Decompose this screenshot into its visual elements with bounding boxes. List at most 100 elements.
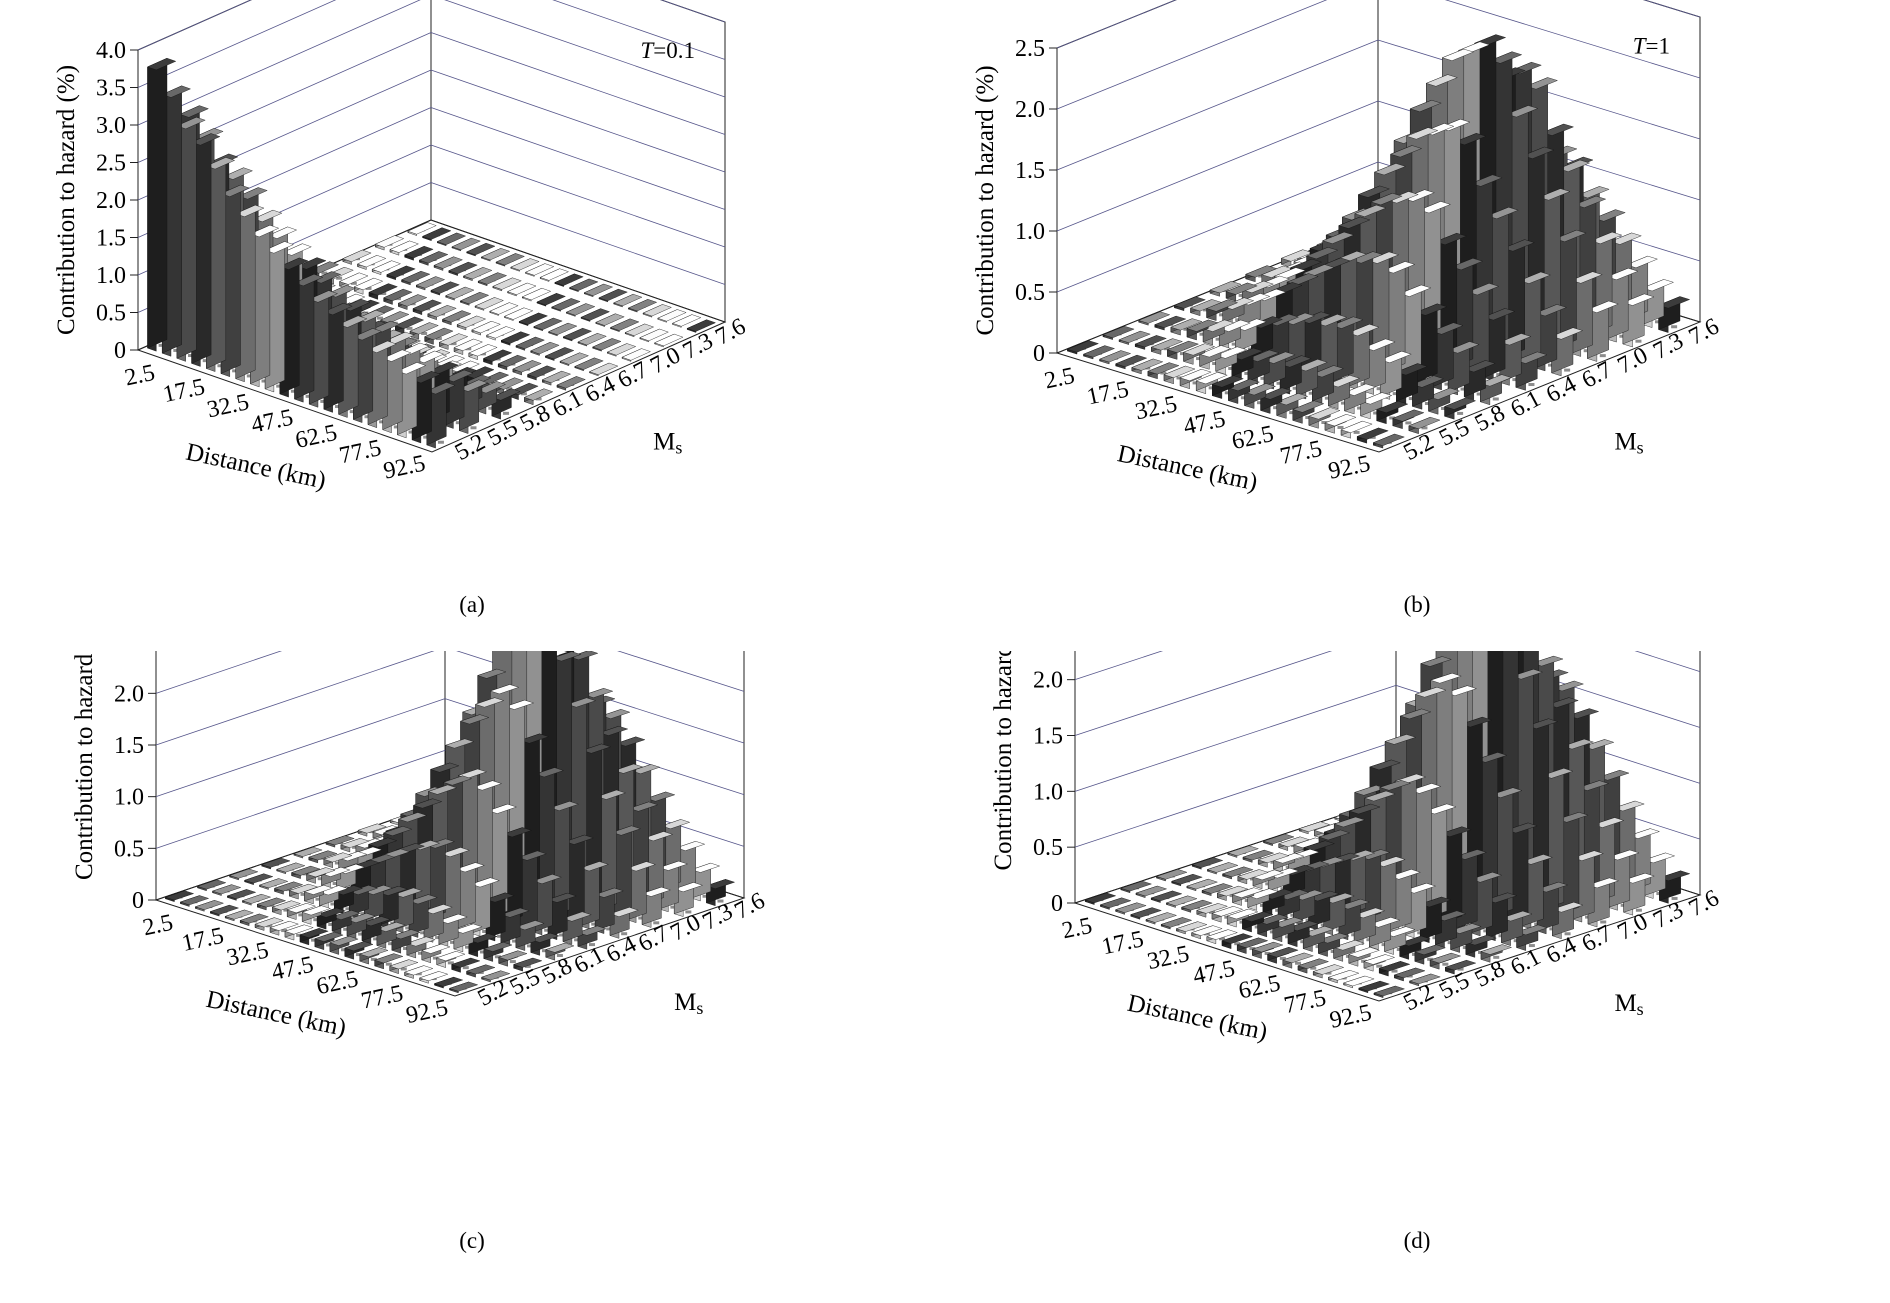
bar-a-r5-c19 (588, 362, 619, 377)
bar-c-r3-c18 (530, 932, 560, 956)
ms-tick-label-b-5: 6.7 (1578, 357, 1617, 394)
floor-tile-c-7-19 (685, 910, 692, 914)
floor-tile-a-0-13 (349, 410, 356, 414)
bar-a-r7-c4 (433, 256, 464, 271)
floor-tile-b-1-18 (1405, 421, 1412, 425)
bar-a-r8-c14 (613, 293, 643, 308)
back-gridline-a-5 (430, 32, 726, 135)
distance-tick-label-c-6: 92.5 (404, 995, 450, 1029)
bar-b-r6-c0 (1280, 249, 1313, 268)
bar-c-r0-c18 (433, 976, 464, 989)
bar-b-r2-c0 (1138, 311, 1171, 326)
floor-tile-b-4-1 (1238, 293, 1245, 297)
floor-tile-b-5-18 (1548, 363, 1555, 367)
distance-tick-label-b-2: 32.5 (1133, 391, 1179, 425)
bar-a-r8-c19 (686, 319, 717, 333)
ms-axis-title-sub-c: s (696, 998, 703, 1018)
bar-b-r0-c10 (1227, 378, 1260, 404)
floor-tile-c-4-16 (544, 928, 551, 932)
back-gridline-a-7 (552, 0, 726, 60)
floor-tile-b-2-16 (1408, 397, 1415, 401)
bar-a-r6-c9 (474, 297, 504, 311)
ms-tick-label-a-6: 7.0 (646, 342, 685, 379)
distance-tick-label-d-3: 47.5 (1191, 956, 1237, 990)
floor-tile-a-5-2 (350, 281, 357, 285)
floor-tile-d-0-12 (1279, 956, 1286, 960)
floor-tile-c-4-2 (334, 861, 341, 865)
ms-tick-label-b-2: 5.8 (1471, 400, 1510, 437)
floor-tile-c-0-12 (355, 953, 362, 957)
ms-axis-title-a: Ms (653, 429, 682, 458)
bar-a-r6-c0 (342, 249, 372, 265)
bar-a-r6-c13 (533, 317, 563, 332)
floor-tile-c-2-18 (509, 960, 516, 964)
ms-tick-label-d-0: 5.2 (1399, 979, 1438, 1016)
bar-c-r1-c3 (241, 893, 272, 906)
floor-tile-b-2-14 (1376, 387, 1383, 391)
bar-a-r7-c11 (536, 292, 566, 307)
ms-axis-title-sub-b: s (1637, 438, 1644, 458)
floor-tile-b-6-19 (1599, 354, 1606, 358)
floor-tile-b-1-8 (1244, 371, 1251, 375)
left-gridline-d-2 (1074, 684, 1397, 792)
bar-c-r0-c10 (314, 931, 344, 950)
floor-tile-c-2-8 (360, 912, 367, 916)
distance-tick-label-c-1: 17.5 (180, 923, 226, 957)
left-gridline-c-2 (155, 698, 446, 798)
period-value-b: =1 (1646, 34, 1670, 59)
bar-a-r5-c8 (427, 304, 457, 321)
bar-b-r3-c2 (1206, 299, 1239, 321)
bar-a-r5-c6 (397, 294, 428, 310)
bar-d-r0-c18 (1358, 980, 1390, 994)
bar-b-r1-c17 (1376, 400, 1409, 425)
bar-d-r0-c6 (1175, 921, 1208, 935)
floor-tile-b-0-16 (1337, 425, 1344, 429)
bar-c-r1-c18 (465, 964, 496, 978)
floor-tile-b-0-11 (1256, 401, 1263, 405)
bar-a-r5-c11 (471, 320, 501, 336)
ms-tick-label-d-1: 5.5 (1435, 968, 1474, 1005)
bar-c-r2-c15 (453, 923, 483, 953)
bar-b-r2-c4 (1202, 319, 1235, 346)
bar-d-r0-c11 (1251, 941, 1284, 959)
bar-c-r0-c4 (224, 909, 255, 922)
z-tick-label-c-4: 2.0 (114, 681, 144, 707)
floor-tile-b-6-18 (1583, 349, 1590, 353)
chart-panel-a: 0 0.5 1.0 1.5 2.0 2.5 3.0 3.5 4.0 2.5 17.5 32.5 47.5… (0, 0, 945, 651)
bar-a-r5-c16 (544, 347, 575, 361)
z-tick-label-a-1: 0.5 (96, 301, 126, 327)
bar-d-r0-c16 (1327, 970, 1360, 984)
distance-tick-label-a-1: 17.5 (161, 374, 207, 408)
z-tick-label-a-0: 0 (114, 338, 126, 364)
bar-b-r5-c0 (1245, 265, 1278, 283)
distance-tick-label-a-5: 77.5 (337, 435, 383, 469)
bar-a-r7-c2 (404, 245, 434, 261)
bar-c-r2-c17 (483, 941, 513, 962)
bar-a-r4-c19 (556, 376, 586, 391)
floor-tile-d-1-17 (1391, 969, 1398, 973)
bar-a-r7-c0 (374, 235, 405, 251)
bar-d-r1-c18 (1393, 967, 1426, 982)
bar-c-r0-c0 (164, 890, 195, 902)
z-tick-label-b-1: 0.5 (1015, 280, 1045, 306)
bar-b-r1-c0 (1102, 325, 1135, 340)
back-gridline-c-4 (617, 651, 745, 692)
bar-c-r0-c11 (329, 935, 359, 955)
floor-tile-c-0-9 (311, 938, 318, 942)
bar-c-r2-c4 (288, 883, 319, 900)
distance-tick-label-c-3: 47.5 (269, 952, 315, 986)
floor-tile-a-0-2 (188, 354, 195, 358)
bar-a-r8-c17 (657, 309, 687, 323)
distance-tick-label-a-4: 62.5 (293, 420, 339, 454)
floor-tile-c-1-16 (447, 961, 454, 965)
ms-tick-label-a-1: 5.5 (483, 415, 522, 452)
bar-d-r0-c14 (1297, 958, 1330, 974)
floor-tile-a-0-9 (290, 389, 297, 393)
bar-a-r8-c10 (554, 273, 584, 287)
floor-tile-b-4-19 (1528, 383, 1535, 387)
bar-c-r5-c0 (325, 835, 355, 848)
bar-c-r0-c9 (299, 928, 329, 946)
bar-d-r1-c15 (1348, 947, 1381, 967)
floor-tile-d-1-16 (1376, 964, 1383, 968)
z-tick-label-a-8: 4.0 (96, 38, 126, 64)
